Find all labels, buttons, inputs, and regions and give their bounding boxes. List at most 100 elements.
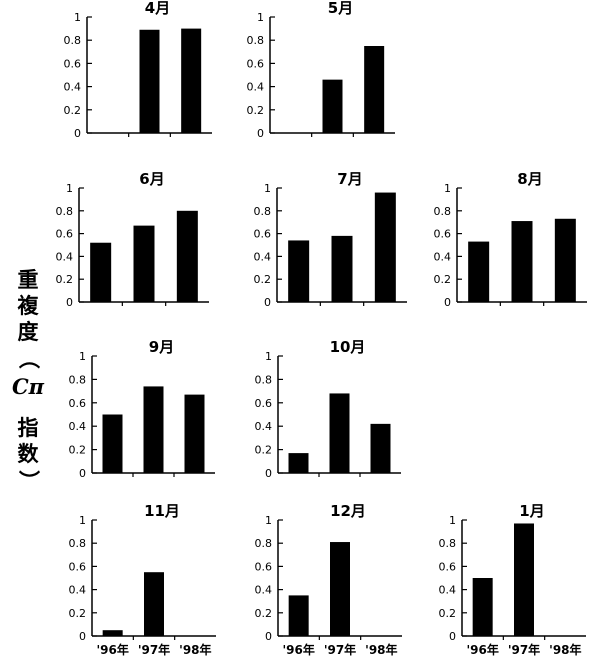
y-tick-label: 0.6: [64, 57, 82, 70]
panel-title: 4月: [145, 0, 170, 17]
y-tick-label: 1: [265, 514, 272, 527]
y-tick-label: 0.6: [255, 397, 273, 410]
bar: [102, 414, 123, 473]
y-axis-label-part: 度: [17, 320, 39, 344]
y-tick-label: 0.6: [247, 57, 265, 70]
x-tick-label: '98年: [365, 642, 397, 657]
x-tick-label: '96年: [96, 642, 128, 657]
y-axis-label-part: 指: [17, 416, 39, 440]
y-tick-label: 0: [66, 296, 73, 309]
y-tick-label: 1: [264, 182, 271, 195]
y-tick-label: 0.4: [64, 81, 82, 94]
y-axis-label-part: Cπ: [11, 374, 45, 399]
bar: [90, 242, 112, 302]
bar: [102, 630, 123, 636]
bar: [468, 241, 490, 302]
y-tick-label: 0.8: [69, 537, 87, 550]
x-tick-label: '97年: [138, 642, 170, 657]
y-tick-label: 1: [66, 182, 73, 195]
panel-title: 9月: [149, 338, 174, 356]
y-tick-label: 1: [74, 11, 81, 24]
y-tick-label: 0.8: [247, 34, 265, 47]
bar: [330, 542, 350, 636]
panel-title: 7月: [337, 170, 362, 188]
y-tick-label: 1: [449, 514, 456, 527]
y-tick-label: 0.8: [255, 537, 273, 550]
x-tick-label: '98年: [549, 642, 581, 657]
y-tick-label: 0.2: [69, 607, 87, 620]
bar: [288, 595, 309, 636]
y-tick-label: 0.4: [434, 250, 452, 263]
y-tick-label: 0: [265, 467, 272, 480]
y-tick-label: 0.2: [434, 273, 452, 286]
y-tick-label: 0: [265, 630, 272, 643]
y-tick-label: 0.6: [255, 560, 273, 573]
bar: [143, 386, 164, 473]
y-tick-label: 0.8: [439, 537, 457, 550]
y-tick-label: 0.8: [434, 205, 452, 218]
x-tick-label: '96年: [282, 642, 314, 657]
y-axis-label-part: ）: [16, 470, 41, 491]
y-tick-label: 0.8: [69, 373, 87, 386]
y-tick-label: 0.4: [254, 250, 272, 263]
bar: [139, 29, 160, 133]
y-axis-label-part: 重: [17, 268, 39, 292]
bar: [331, 235, 353, 302]
y-tick-label: 0.2: [56, 273, 74, 286]
y-tick-label: 0.2: [255, 444, 273, 457]
y-axis-label-part: 数: [17, 442, 39, 466]
panel-title: 6月: [139, 170, 164, 188]
y-tick-label: 0: [444, 296, 451, 309]
panel-title: 10月: [330, 338, 366, 356]
y-tick-label: 0.2: [254, 273, 272, 286]
y-tick-label: 0.8: [255, 373, 273, 386]
bar: [288, 240, 310, 302]
y-tick-label: 0.4: [69, 420, 87, 433]
y-tick-label: 0.2: [439, 607, 457, 620]
bar: [554, 218, 576, 302]
panel-title: 1月: [519, 502, 544, 520]
x-tick-label: '97年: [508, 642, 540, 657]
y-tick-label: 0.4: [439, 584, 457, 597]
y-tick-label: 0.4: [247, 81, 265, 94]
bar: [322, 79, 343, 133]
y-tick-label: 1: [265, 350, 272, 363]
bar: [144, 572, 164, 636]
bar: [184, 394, 205, 473]
y-tick-label: 0.4: [255, 420, 273, 433]
y-tick-label: 0: [257, 127, 264, 140]
y-tick-label: 0.6: [434, 228, 452, 241]
x-tick-label: '98年: [179, 642, 211, 657]
panel-title: 12月: [330, 502, 366, 520]
bar: [329, 393, 350, 473]
y-tick-label: 1: [444, 182, 451, 195]
panel-title: 11月: [144, 502, 180, 520]
y-tick-label: 0.6: [69, 560, 87, 573]
y-tick-label: 0.6: [254, 228, 272, 241]
y-tick-label: 0.8: [56, 205, 74, 218]
bar: [511, 221, 533, 302]
bar: [514, 523, 534, 636]
y-tick-label: 0: [264, 296, 271, 309]
panel-title: 8月: [517, 170, 542, 188]
y-tick-label: 0.6: [439, 560, 457, 573]
x-tick-label: '96年: [466, 642, 498, 657]
y-tick-label: 0.2: [255, 607, 273, 620]
bar: [133, 225, 155, 302]
y-tick-label: 0.2: [64, 104, 82, 117]
y-tick-label: 0.4: [255, 584, 273, 597]
bar: [374, 192, 396, 302]
y-tick-label: 0.2: [69, 444, 87, 457]
y-tick-label: 0.2: [247, 104, 265, 117]
y-tick-label: 0.4: [56, 250, 74, 263]
bar: [288, 453, 309, 473]
y-tick-label: 0.6: [69, 397, 87, 410]
y-tick-label: 1: [257, 11, 264, 24]
bar: [472, 578, 493, 636]
bar: [370, 423, 391, 473]
y-tick-label: 0: [449, 630, 456, 643]
y-axis-label-part: （: [16, 348, 41, 369]
y-tick-label: 0.8: [64, 34, 82, 47]
x-tick-label: '97年: [324, 642, 356, 657]
